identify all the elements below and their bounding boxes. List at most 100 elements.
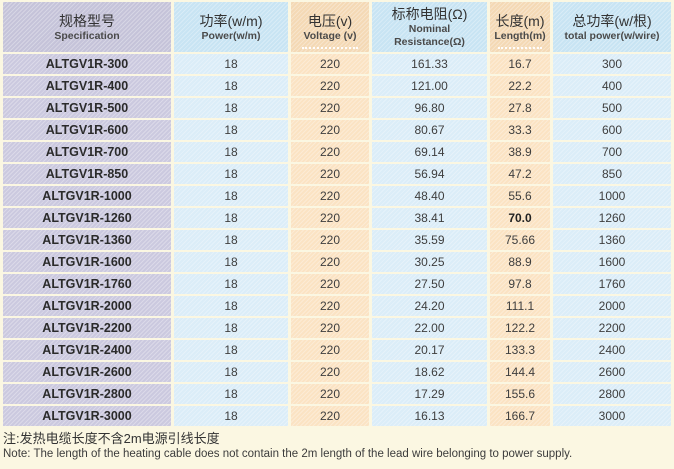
model-cell: ALTGV1R-1260 (3, 208, 171, 228)
total-power-cell: 2600 (553, 362, 671, 382)
header-power-en: Power(w/m) (201, 29, 261, 42)
length-cell: 133.3 (490, 340, 550, 360)
header-voltage: 电压(v) Voltage (v) (291, 2, 369, 52)
header-total-power-en: total power(w/wire) (564, 29, 660, 42)
total-power-cell: 1360 (553, 230, 671, 250)
length-cell: 55.6 (490, 186, 550, 206)
voltage-cell: 220 (291, 186, 369, 206)
power-cell: 18 (174, 164, 288, 184)
power-cell: 18 (174, 296, 288, 316)
table-row: ALTGV1R-600 18 220 80.67 33.3 600 (3, 120, 671, 140)
length-cell: 27.8 (490, 98, 550, 118)
length-cell: 144.4 (490, 362, 550, 382)
footnote-zh: 注:发热电缆长度不含2m电源引线长度 (3, 431, 220, 446)
table-row: ALTGV1R-1760 18 220 27.50 97.8 1760 (3, 274, 671, 294)
header-length-zh: 长度(m) (495, 12, 545, 29)
resistance-cell: 96.80 (372, 98, 487, 118)
resistance-cell: 121.00 (372, 76, 487, 96)
total-power-cell: 2800 (553, 384, 671, 404)
resistance-cell: 18.62 (372, 362, 487, 382)
voltage-cell: 220 (291, 54, 369, 74)
power-cell: 18 (174, 340, 288, 360)
power-cell: 18 (174, 230, 288, 250)
table-row: ALTGV1R-400 18 220 121.00 22.2 400 (3, 76, 671, 96)
voltage-cell: 220 (291, 120, 369, 140)
resistance-cell: 69.14 (372, 142, 487, 162)
resistance-cell: 80.67 (372, 120, 487, 140)
total-power-cell: 1000 (553, 186, 671, 206)
header-resistance-en: Nominal Resistance(Ω) (394, 23, 465, 48)
resistance-cell: 161.33 (372, 54, 487, 74)
model-cell: ALTGV1R-3000 (3, 406, 171, 426)
resistance-cell: 22.00 (372, 318, 487, 338)
resistance-cell: 30.25 (372, 252, 487, 272)
model-cell: ALTGV1R-2200 (3, 318, 171, 338)
total-power-cell: 400 (553, 76, 671, 96)
power-cell: 18 (174, 186, 288, 206)
resistance-cell: 20.17 (372, 340, 487, 360)
length-cell: 111.1 (490, 296, 550, 316)
power-cell: 18 (174, 252, 288, 272)
model-cell: ALTGV1R-400 (3, 76, 171, 96)
table-row: ALTGV1R-1000 18 220 48.40 55.6 1000 (3, 186, 671, 206)
model-cell: ALTGV1R-500 (3, 98, 171, 118)
header-specification-en: Specification (54, 29, 120, 42)
length-cell: 97.8 (490, 274, 550, 294)
resistance-cell: 35.59 (372, 230, 487, 250)
footnote: 注:发热电缆长度不含2m电源引线长度 Note: The length of t… (0, 431, 674, 461)
length-cell: 88.9 (490, 252, 550, 272)
table-row: ALTGV1R-1600 18 220 30.25 88.9 1600 (3, 252, 671, 272)
power-cell: 18 (174, 142, 288, 162)
model-cell: ALTGV1R-850 (3, 164, 171, 184)
header-voltage-en: Voltage (v) (303, 29, 357, 42)
resistance-cell: 56.94 (372, 164, 487, 184)
length-cell: 122.2 (490, 318, 550, 338)
table-row: ALTGV1R-2000 18 220 24.20 111.1 2000 (3, 296, 671, 316)
voltage-cell: 220 (291, 164, 369, 184)
power-cell: 18 (174, 208, 288, 228)
header-length-en: Length(m) (494, 29, 546, 42)
header-resistance-zh: 标称电阻(Ω) (391, 6, 468, 22)
power-cell: 18 (174, 406, 288, 426)
model-cell: ALTGV1R-300 (3, 54, 171, 74)
length-cell: 33.3 (490, 120, 550, 140)
voltage-cell: 220 (291, 406, 369, 426)
total-power-cell: 850 (553, 164, 671, 184)
voltage-cell: 220 (291, 384, 369, 404)
power-cell: 18 (174, 274, 288, 294)
total-power-cell: 1600 (553, 252, 671, 272)
resistance-cell: 48.40 (372, 186, 487, 206)
voltage-cell: 220 (291, 296, 369, 316)
power-cell: 18 (174, 120, 288, 140)
resistance-cell: 27.50 (372, 274, 487, 294)
model-cell: ALTGV1R-1600 (3, 252, 171, 272)
header-power: 功率(w/m) Power(w/m) (174, 2, 288, 52)
power-cell: 18 (174, 54, 288, 74)
table-row: ALTGV1R-2800 18 220 17.29 155.6 2800 (3, 384, 671, 404)
voltage-cell: 220 (291, 230, 369, 250)
header-total-power-zh: 总功率(w/根) (572, 12, 652, 29)
table-row: ALTGV1R-2200 18 220 22.00 122.2 2200 (3, 318, 671, 338)
total-power-cell: 700 (553, 142, 671, 162)
table-row: ALTGV1R-500 18 220 96.80 27.8 500 (3, 98, 671, 118)
model-cell: ALTGV1R-2000 (3, 296, 171, 316)
power-cell: 18 (174, 362, 288, 382)
spec-table-header: 规格型号 Specification 功率(w/m) Power(w/m) 电压… (3, 2, 671, 52)
power-cell: 18 (174, 384, 288, 404)
voltage-cell: 220 (291, 318, 369, 338)
header-length: 长度(m) Length(m) (490, 2, 550, 52)
table-row: ALTGV1R-700 18 220 69.14 38.9 700 (3, 142, 671, 162)
length-cell: 22.2 (490, 76, 550, 96)
voltage-cell: 220 (291, 252, 369, 272)
resistance-cell: 38.41 (372, 208, 487, 228)
voltage-cell: 220 (291, 76, 369, 96)
voltage-cell: 220 (291, 208, 369, 228)
spec-table-body: ALTGV1R-300 18 220 161.33 16.7 300 ALTGV1R-400… (3, 54, 671, 426)
table-row: ALTGV1R-2400 18 220 20.17 133.3 2400 (3, 340, 671, 360)
spec-table: 规格型号 Specification 功率(w/m) Power(w/m) 电压… (3, 2, 671, 426)
length-cell: 70.0 (490, 208, 550, 228)
length-cell: 16.7 (490, 54, 550, 74)
voltage-cell: 220 (291, 362, 369, 382)
table-row: ALTGV1R-850 18 220 56.94 47.2 850 (3, 164, 671, 184)
